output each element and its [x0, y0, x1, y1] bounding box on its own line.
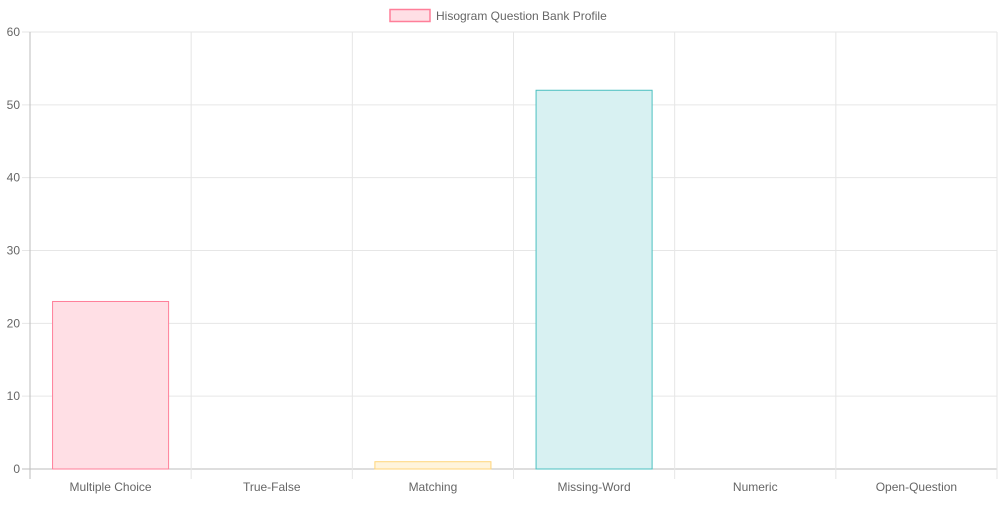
bar[interactable]	[374, 461, 492, 470]
x-tick-label: Numeric	[733, 480, 778, 494]
y-tick-label: 30	[7, 244, 21, 258]
bar[interactable]	[535, 89, 653, 470]
x-tick-label: Matching	[409, 480, 458, 494]
x-axis-ticks: Multiple Choice True-False Matching Missing…	[70, 480, 958, 494]
bars	[52, 89, 653, 470]
legend[interactable]: Hisogram Question Bank Profile	[389, 8, 607, 23]
y-tick-label: 60	[7, 25, 21, 39]
x-tick-label: Missing-Word	[558, 480, 631, 494]
legend-label[interactable]: Hisogram Question Bank Profile	[436, 9, 607, 23]
bar[interactable]	[52, 300, 170, 470]
y-axis-ticks: 0 10 20 30 40 50 60	[7, 25, 21, 476]
x-tick-label: Multiple Choice	[70, 480, 152, 494]
y-tick-label: 0	[13, 462, 20, 476]
legend-swatch[interactable]	[389, 8, 431, 23]
y-tick-label: 50	[7, 98, 21, 112]
x-tick-label: Open-Question	[876, 480, 957, 494]
y-tick-label: 20	[7, 316, 21, 330]
x-tick-label: True-False	[243, 480, 301, 494]
grid	[22, 31, 998, 479]
y-tick-label: 10	[7, 389, 21, 403]
y-tick-label: 40	[7, 171, 21, 185]
